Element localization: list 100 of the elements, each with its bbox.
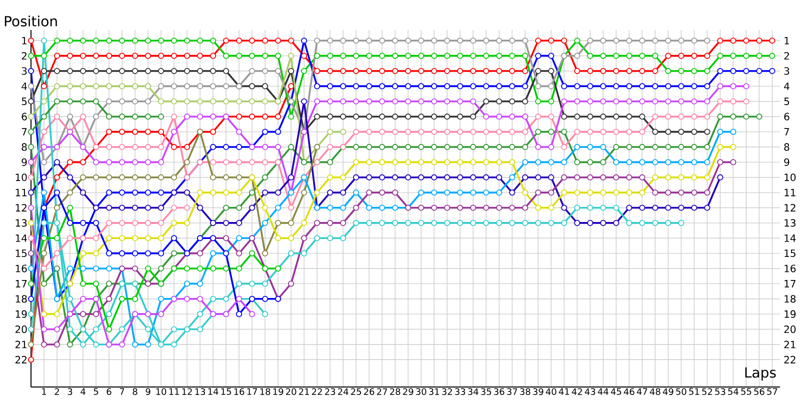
x-tick-label: 34: [468, 388, 478, 396]
y2-tick-label: 12: [784, 204, 796, 212]
x-tick-label: 18: [260, 388, 270, 396]
y-tick-label: 22: [15, 356, 26, 364]
y-tick-label: 7: [22, 128, 27, 136]
y2-tick-label: 8: [784, 143, 790, 151]
y-tick-label: 12: [16, 204, 26, 212]
y-tick-label: 21: [15, 340, 27, 348]
y2-tick-label: 5: [784, 98, 790, 106]
x-tick-label: 15: [221, 388, 231, 395]
x-tick-label: 26: [364, 388, 374, 396]
x-tick-label: 44: [598, 388, 608, 395]
x-tick-label: 41: [558, 388, 570, 395]
x-tick-label: 38: [520, 388, 530, 396]
y-tick-label: 20: [15, 325, 27, 334]
x-tick-label: 47: [636, 388, 648, 395]
x-axis-title: Laps: [745, 367, 776, 380]
x-tick-label: 4: [80, 388, 86, 395]
y2-tick-label: 16: [784, 264, 796, 272]
x-tick-label: 1: [42, 388, 46, 395]
y2-tick-label: 3: [784, 67, 790, 75]
y2-tick-label: 19: [784, 310, 796, 318]
x-tick-label: 36: [494, 388, 504, 396]
y2-tick-label: 13: [784, 219, 796, 227]
x-tick-label: 12: [182, 388, 192, 395]
y2-tick-label: 15: [784, 250, 796, 258]
y2-tick-label: 17: [784, 280, 796, 288]
x-tick-label: 7: [120, 388, 124, 395]
y-tick-label: 16: [16, 264, 27, 272]
y2-tick-label: 7: [784, 128, 790, 136]
x-tick-label: 27: [377, 388, 388, 395]
x-tick-label: 51: [689, 388, 700, 395]
y-tick-label: 15: [16, 250, 27, 258]
x-tick-label: 53: [715, 388, 726, 396]
x-tick-label: 37: [507, 388, 518, 396]
y-tick-label: 9: [22, 158, 27, 166]
y-tick-label: 2: [22, 52, 26, 60]
x-tick-label: 24: [338, 388, 348, 395]
x-tick-label: 39: [533, 388, 544, 396]
y2-tick-label: 22: [784, 356, 796, 364]
x-tick-label: 13: [195, 388, 206, 396]
y-tick-label: 19: [16, 310, 27, 318]
y2-tick-label: 11: [784, 188, 796, 196]
y-tick-label: 1: [22, 36, 27, 44]
x-tick-label: 28: [390, 388, 400, 396]
y-axis-title: Position: [4, 16, 57, 26]
x-tick-label: 6: [106, 388, 112, 396]
x-tick-label: 2: [54, 388, 59, 395]
x-tick-label: 8: [132, 388, 138, 396]
y-tick-label: 18: [16, 295, 27, 303]
x-tick-label: 54: [728, 388, 738, 395]
x-tick-label: 23: [325, 388, 336, 396]
y-tick-label: 5: [22, 98, 27, 106]
x-tick-label: 56: [754, 388, 764, 396]
y2-tick-label: 9: [784, 158, 790, 166]
x-tick-label: 43: [584, 388, 596, 396]
x-tick-label: 10: [156, 388, 166, 396]
x-tick-label: 40: [546, 388, 556, 396]
y2-tick-label: 14: [784, 234, 796, 242]
y2-tick-label: 1: [784, 36, 789, 44]
y2-tick-label: 21: [784, 340, 796, 348]
x-tick-label: 30: [416, 388, 426, 396]
x-tick-label: 35: [481, 388, 492, 396]
x-tick-label: 45: [610, 388, 622, 395]
y-tick-label: 13: [16, 219, 27, 227]
x-tick-label: 3: [68, 388, 72, 396]
x-tick-label: 31: [429, 388, 440, 396]
y-tick-label: 14: [16, 234, 27, 242]
y2-tick-label: 20: [784, 325, 796, 334]
y-tick-label: 10: [16, 174, 27, 182]
x-tick-label: 32: [442, 388, 452, 396]
x-tick-label: 49: [662, 388, 674, 396]
x-tick-label: 48: [650, 388, 660, 396]
y2-tick-label: 2: [784, 52, 789, 60]
x-tick-label: 19: [273, 388, 284, 396]
x-tick-label: 42: [572, 388, 582, 395]
y-tick-label: 3: [22, 67, 27, 75]
y-tick-label: 6: [22, 112, 27, 120]
x-tick-label: 9: [146, 388, 150, 396]
x-tick-label: 29: [403, 388, 414, 396]
x-tick-label: 46: [624, 388, 634, 396]
x-tick-label: 20: [286, 388, 296, 396]
x-tick-label: 22: [312, 388, 322, 395]
x-tick-label: 11: [169, 388, 179, 395]
x-tick-label: 50: [676, 388, 686, 396]
y-tick-label: 8: [22, 143, 27, 151]
x-tick-label: 5: [94, 388, 98, 395]
x-tick-label: 17: [247, 388, 258, 395]
x-tick-label: 55: [741, 388, 752, 395]
x-tick-label: 16: [234, 388, 244, 396]
x-tick-label: 52: [702, 388, 712, 396]
y2-tick-label: 10: [784, 174, 796, 182]
y2-tick-label: 4: [784, 82, 790, 90]
y-tick-label: 11: [16, 188, 27, 196]
x-tick-label: 14: [208, 388, 218, 395]
y2-tick-label: 6: [784, 112, 790, 120]
y-tick-label: 4: [22, 82, 27, 90]
x-tick-label: 57: [767, 388, 778, 395]
x-tick-label: 25: [351, 388, 362, 396]
x-tick-label: 21: [299, 388, 309, 395]
